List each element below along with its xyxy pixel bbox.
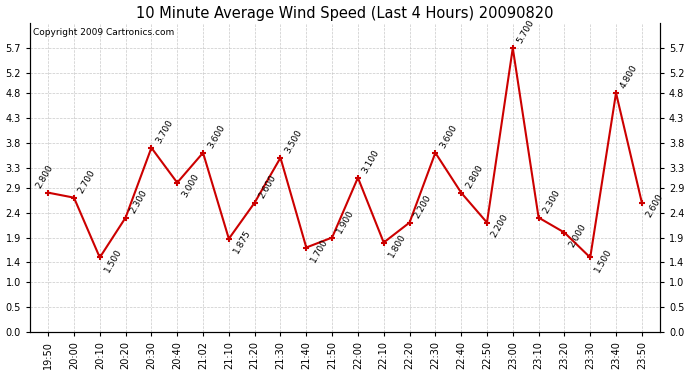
Text: 2.300: 2.300 — [542, 188, 562, 215]
Text: 4.800: 4.800 — [619, 63, 640, 90]
Text: 3.100: 3.100 — [361, 148, 382, 175]
Text: 2.800: 2.800 — [464, 163, 484, 190]
Text: 2.200: 2.200 — [413, 193, 433, 220]
Text: 1.875: 1.875 — [232, 228, 253, 255]
Title: 10 Minute Average Wind Speed (Last 4 Hours) 20090820: 10 Minute Average Wind Speed (Last 4 Hou… — [136, 6, 554, 21]
Text: 2.600: 2.600 — [257, 173, 278, 200]
Text: 1.900: 1.900 — [335, 208, 355, 235]
Text: 3.000: 3.000 — [180, 172, 201, 200]
Text: 2.600: 2.600 — [644, 192, 665, 219]
Text: 2.700: 2.700 — [77, 168, 97, 195]
Text: 1.700: 1.700 — [309, 237, 330, 264]
Text: 3.700: 3.700 — [154, 118, 175, 145]
Text: 3.500: 3.500 — [284, 128, 304, 155]
Text: 2.000: 2.000 — [567, 222, 588, 249]
Text: Copyright 2009 Cartronics.com: Copyright 2009 Cartronics.com — [33, 28, 175, 37]
Text: 1.500: 1.500 — [103, 247, 124, 274]
Text: 2.800: 2.800 — [34, 163, 55, 190]
Text: 3.600: 3.600 — [206, 123, 226, 150]
Text: 2.300: 2.300 — [128, 188, 149, 215]
Text: 1.800: 1.800 — [386, 232, 407, 259]
Text: 5.700: 5.700 — [515, 18, 536, 45]
Text: 3.600: 3.600 — [438, 123, 459, 150]
Text: 2.200: 2.200 — [490, 213, 511, 239]
Text: 1.500: 1.500 — [593, 247, 613, 274]
